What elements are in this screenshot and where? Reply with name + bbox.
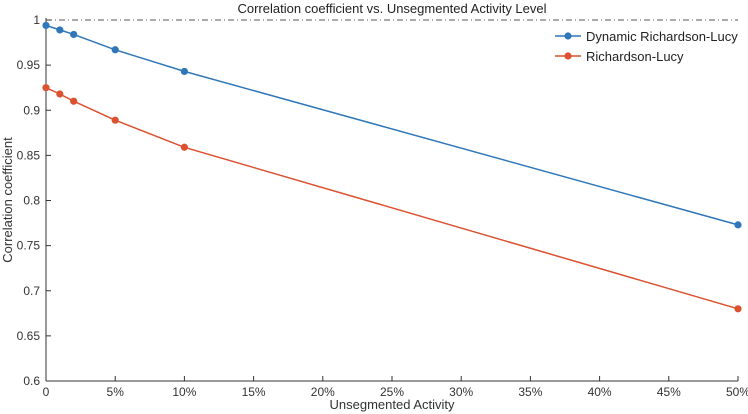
data-point [42,21,50,30]
y-tick-label: 0.95 [17,58,41,72]
axes: 0 5% 10% 15% 20% 25% 30% 35% 40% 45% 50% 0.6 0.65 0.7… [17,13,748,399]
chart-title: Correlation coefficient vs. Unsegmented … [237,1,546,16]
legend-label: Richardson-Lucy [586,49,684,64]
y-tick-label: 0.6 [23,374,40,388]
y-tick-label: 0.8 [23,194,40,208]
y-tick-label: 0.75 [17,239,41,253]
legend-marker [564,52,572,60]
y-axis-title: Correlation coefficient [0,137,15,263]
x-tick-label: 15% [242,385,266,399]
data-point [70,30,78,39]
data-point [56,90,64,98]
y-tick-label: 0.65 [17,329,41,343]
x-tick-label: 0 [43,385,50,399]
data-point [70,97,78,105]
y-tick-label: 0.9 [23,103,40,117]
x-tick-label: 35% [518,385,542,399]
data-point [56,26,64,34]
x-tick-label: 45% [657,385,681,399]
data-point [734,305,742,313]
x-tick-label: 5% [107,385,125,399]
y-tick-label: 1 [33,13,40,27]
y-tick-label: 0.7 [23,284,40,298]
y-tick-label: 0.85 [17,148,41,162]
data-point [734,221,742,229]
legend: Dynamic Richardson-Lucy Richardson-Lucy [555,29,738,64]
legend-label: Dynamic Richardson-Lucy [586,29,738,44]
data-point [42,84,50,92]
data-point [111,116,119,124]
data-point [180,67,188,76]
data-point [111,46,119,54]
series-line-1 [45,87,739,310]
x-tick-label: 20% [311,385,335,399]
x-tick-label: 40% [588,385,612,399]
x-axis-title: Unsegmented Activity [329,397,455,412]
x-tick-label: 50% [726,385,748,399]
series-layer [42,21,742,313]
legend-marker [564,32,572,40]
x-tick-label: 25% [380,385,404,399]
data-point [180,143,188,151]
x-tick-label: 30% [449,385,473,399]
x-tick-label: 10% [172,385,196,399]
